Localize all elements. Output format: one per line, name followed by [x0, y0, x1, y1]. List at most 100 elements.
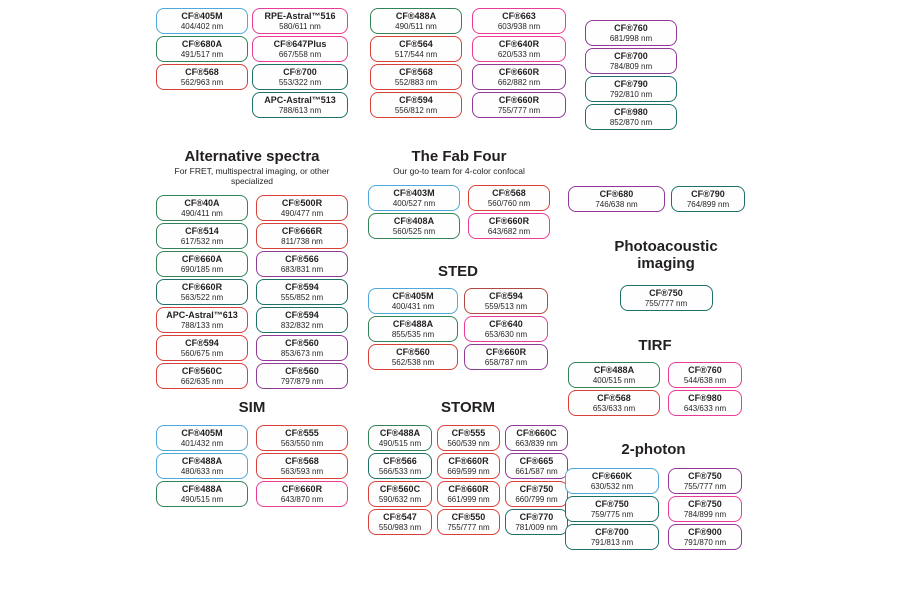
dye-wavelengths: 781/009 nm — [515, 523, 558, 532]
dye-name: CF®568 — [492, 188, 526, 198]
dye-column: CF®500R 490/477 nm CF®666R 811/738 nm CF®566… — [256, 195, 348, 391]
dye-wavelengths: 663/839 nm — [515, 439, 558, 448]
dye-box: APC-Astral™513 788/613 nm — [252, 92, 348, 118]
dye-box: CF®488A 490/515 nm — [156, 481, 248, 507]
dye-box: CF®660R 662/882 nm — [472, 64, 566, 90]
dye-box: CF®660R 643/870 nm — [256, 481, 348, 507]
dye-box: CF®700 553/322 nm — [252, 64, 348, 90]
dye-column: CF®403M 400/527 nm CF®408A 560/525 nm — [368, 185, 460, 241]
dye-box: CF®594 555/852 nm — [256, 279, 348, 305]
section-alternative-spectra: Alternative spectra For FRET, multispect… — [156, 147, 348, 391]
dye-column: CF®790 764/899 nm — [671, 186, 745, 214]
fab-four-columns: CF®403M 400/527 nm CF®408A 560/525 nm CF®568… — [368, 185, 550, 241]
dye-wavelengths: 661/999 nm — [447, 495, 490, 504]
dye-name: CF®488A — [395, 11, 437, 21]
dye-name: CF®566 — [383, 456, 417, 466]
dye-name: CF®980 — [688, 393, 722, 403]
dye-wavelengths: 603/938 nm — [497, 22, 541, 31]
dye-box: CF®660R 669/599 nm — [437, 453, 500, 479]
dye-wavelengths: 755/777 nm — [644, 299, 688, 308]
dye-name: CF®568 — [285, 456, 319, 466]
dye-column: CF®660K 630/532 nm CF®750 759/775 nm CF®700 7… — [565, 468, 659, 552]
dye-box: CF®488A 480/633 nm — [156, 453, 248, 479]
dye-name: CF®405M — [181, 11, 223, 21]
dye-wavelengths: 490/511 nm — [395, 22, 437, 31]
dye-box: CF®647Plus 667/558 nm — [252, 36, 348, 62]
dye-column: CF®405M 401/432 nm CF®488A 480/633 nm CF®488… — [156, 425, 248, 509]
dye-box: CF®405M 401/432 nm — [156, 425, 248, 451]
dye-name: APC-Astral™513 — [264, 95, 336, 105]
dye-name: CF®660R — [281, 484, 323, 494]
sim-columns: CF®405M 401/432 nm CF®488A 480/633 nm CF®488… — [156, 425, 348, 509]
dye-box: CF®560 853/673 nm — [256, 335, 348, 361]
dye-wavelengths: 759/775 nm — [590, 510, 634, 519]
dye-wavelengths: 643/682 nm — [487, 227, 531, 236]
dye-box: CF®560C 590/632 nm — [368, 481, 432, 507]
dye-wavelengths: 590/632 nm — [378, 495, 422, 504]
dye-box: CF®568 563/593 nm — [256, 453, 348, 479]
dye-box: CF®514 617/532 nm — [156, 223, 248, 249]
dye-box: CF®555 560/539 nm — [437, 425, 500, 451]
dye-wavelengths: 562/963 nm — [180, 78, 224, 87]
dye-wavelengths: 400/515 nm — [592, 376, 636, 385]
dye-wavelengths: 690/185 nm — [180, 265, 224, 274]
dye-name: CF®594 — [285, 282, 319, 292]
dye-wavelengths: 853/673 nm — [280, 349, 324, 358]
dye-box: CF®547 550/983 nm — [368, 509, 432, 535]
dye-wavelengths: 683/831 nm — [280, 265, 324, 274]
dye-column: CF®760 681/998 nm CF®700 784/809 nm CF®790 79… — [585, 20, 677, 132]
dye-column: CF®760 544/638 nm CF®980 643/633 nm — [668, 362, 742, 418]
dye-box: CF®680A 491/517 nm — [156, 36, 248, 62]
dye-wavelengths: 563/550 nm — [280, 439, 324, 448]
dye-wavelengths: 784/809 nm — [609, 62, 653, 71]
dye-wavelengths: 755/777 nm — [683, 482, 727, 491]
dye-wavelengths: 517/544 nm — [394, 50, 438, 59]
top-right-dye-columns: CF®760 681/998 nm CF®700 784/809 nm CF®790 79… — [585, 20, 677, 132]
dye-box: CF®900 791/870 nm — [668, 524, 742, 550]
dye-name: CF®750 — [595, 499, 629, 509]
section-title: Photoacoustic imaging — [614, 238, 718, 272]
dye-name: CF®566 — [285, 254, 319, 264]
dye-name: CF®568 — [597, 393, 631, 403]
dye-wavelengths: 784/899 nm — [683, 510, 727, 519]
dye-box: CF®760 544/638 nm — [668, 362, 742, 388]
dye-wavelengths: 855/535 nm — [391, 330, 435, 339]
dye-wavelengths: 404/402 nm — [180, 22, 224, 31]
dye-box: CF®560 562/538 nm — [368, 344, 458, 370]
dye-name: CF®555 — [285, 428, 319, 438]
dye-box: CF®488A 490/515 nm — [368, 425, 432, 451]
dye-wavelengths: 811/738 nm — [281, 237, 323, 246]
dye-wavelengths: 662/882 nm — [497, 78, 541, 87]
dye-name: CF®750 — [649, 288, 683, 298]
dye-name: CF®488A — [379, 428, 421, 438]
dye-box: CF®750 755/777 nm — [668, 468, 742, 494]
dye-wavelengths: 560/675 nm — [180, 349, 224, 358]
right-dye-pair: CF®680 746/638 nm CF®790 764/899 nm — [568, 186, 745, 214]
dye-box: CF®405M 404/402 nm — [156, 8, 248, 34]
dye-name: RPE-Astral™516 — [264, 11, 336, 21]
dye-name: CF®560C — [181, 366, 223, 376]
dye-box: CF®660A 690/185 nm — [156, 251, 248, 277]
dye-wavelengths: 662/635 nm — [180, 377, 224, 386]
dye-name: CF®560C — [379, 484, 421, 494]
section-title: SIM — [238, 399, 266, 416]
dye-wavelengths: 401/432 nm — [180, 439, 224, 448]
dye-wavelengths: 553/322 nm — [278, 78, 322, 87]
dye-wavelengths: 544/638 nm — [683, 376, 727, 385]
dye-name: CF®408A — [393, 216, 435, 226]
dye-column: CF®40A 490/411 nm CF®514 617/532 nm CF®660A 6… — [156, 195, 248, 391]
dye-column: CF®488A 490/511 nm CF®564 517/544 nm CF®568 5… — [370, 8, 462, 120]
dye-name: CF®660R — [448, 484, 489, 494]
dye-name: CF®770 — [519, 512, 554, 522]
dye-name: CF®680A — [181, 39, 223, 49]
dye-name: CF®660R — [485, 347, 527, 357]
dye-name: CF®700 — [595, 527, 629, 537]
dye-name: CF®594 — [399, 95, 433, 105]
right-dye-pair-columns: CF®680 746/638 nm CF®790 764/899 nm — [568, 186, 745, 214]
dye-name: CF®663 — [502, 11, 536, 21]
dye-wavelengths: 550/983 nm — [378, 523, 422, 532]
dye-name: CF®488A — [181, 456, 223, 466]
dye-box: CF®566 566/533 nm — [368, 453, 432, 479]
dye-name: CF®647Plus — [273, 39, 327, 49]
